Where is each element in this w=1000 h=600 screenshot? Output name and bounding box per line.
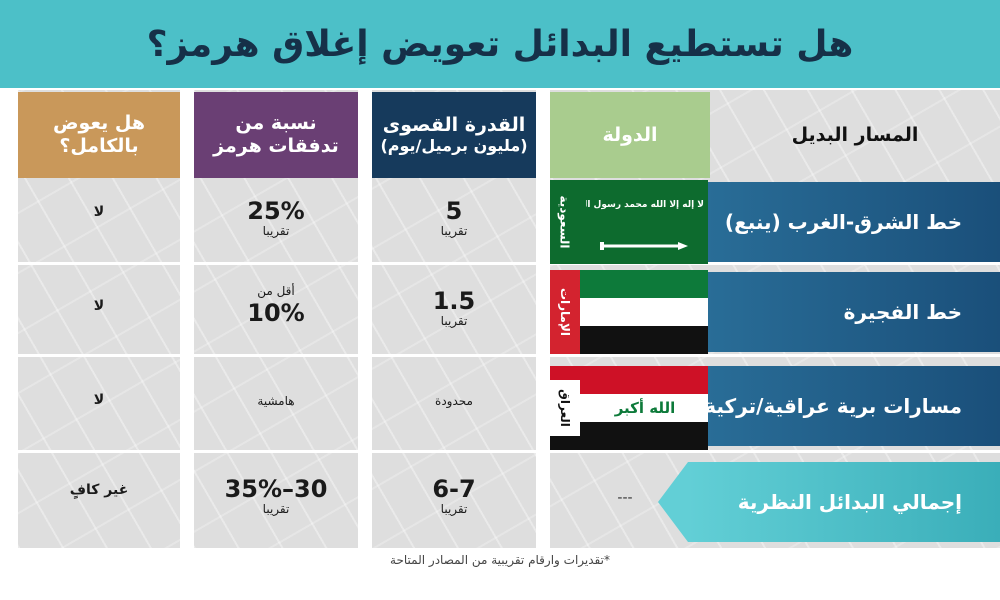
route-label: خط الشرق-الغرب (ينبع) (724, 210, 962, 234)
uae-flag-black (580, 326, 708, 354)
capacity-value: 6-7 (432, 475, 476, 503)
saudi-emblem-icon (600, 242, 688, 250)
header-share-line1: نسبة من (235, 112, 317, 135)
capacity-value: 1.5 (432, 287, 476, 315)
row-divider (18, 354, 1000, 357)
uae-flag: الإمارات (550, 270, 708, 354)
capacity-note: تقريبا (440, 224, 468, 239)
share-cell: أقل من 10% (194, 284, 358, 326)
header-capacity-line1: القدرة القصوى (382, 113, 526, 136)
footnote: *تقديرات وارقام تقريبية من المصادر المتا… (390, 553, 610, 567)
row-divider (18, 450, 1000, 453)
capacity-note: تقريبا (440, 502, 468, 517)
header-country-label: الدولة (602, 123, 658, 146)
share-cell: هامشية (194, 394, 358, 410)
country-label-uae: الإمارات (550, 270, 580, 354)
full-comp-value: غير كافٍ (69, 482, 129, 498)
share-value: هامشية (257, 394, 295, 408)
row-divider (18, 262, 1000, 265)
total-country-cell: --- (617, 490, 633, 506)
country-name: العراق (558, 389, 573, 427)
capacity-cell: 5 تقريبا (372, 198, 536, 240)
share-prefix: أقل من (257, 284, 295, 298)
share-cell: 30–35% تقريبا (194, 476, 358, 518)
header-country: الدولة (550, 92, 710, 178)
capacity-cell: 6-7 تقريبا (372, 476, 536, 518)
uae-flag-green (580, 270, 708, 298)
capacity-value: 5 (445, 197, 463, 225)
route-label: خط الفجيرة (843, 300, 962, 324)
full-comp-value: لا (93, 204, 105, 220)
full-comp-cell: لا (18, 298, 180, 314)
saudi-flag-text: لا إله إلا الله محمد رسول الله (586, 200, 704, 210)
route-iraq-turkey: مسارات برية عراقية/تركية (658, 366, 1000, 446)
full-comp-cell: لا (18, 392, 180, 408)
header-capacity: القدرة القصوى (مليون برميل/يوم) (372, 92, 536, 178)
uae-flag-white (580, 298, 708, 326)
route-total: إجمالي البدائل النظرية (658, 462, 1000, 542)
full-comp-value: لا (93, 298, 105, 314)
page-title: هل تستطيع البدائل تعويض إغلاق هرمز؟ (0, 0, 1000, 88)
header-capacity-unit: (مليون برميل/يوم) (380, 136, 528, 156)
iraq-flag: العراق الله أكبر (550, 366, 708, 450)
route-arrow (658, 462, 688, 542)
header-route-label: المسار البديل (791, 123, 919, 146)
full-comp-cell: لا (18, 204, 180, 220)
capacity-value: محدودة (435, 394, 473, 408)
share-note: تقريبا (262, 502, 290, 517)
header-share: نسبة من تدفقات هرمز (194, 92, 358, 178)
share-value: 10% (247, 298, 305, 327)
header-share-line2: تدفقات هرمز (213, 135, 339, 157)
country-name: الإمارات (558, 287, 573, 337)
route-label: إجمالي البدائل النظرية (737, 490, 962, 514)
iraq-flag-text: الله أكبر (614, 399, 676, 417)
country-label-iraq: العراق (550, 380, 580, 436)
capacity-cell: 1.5 تقريبا (372, 288, 536, 330)
country-label-saudi: السعودية (550, 180, 580, 264)
full-comp-cell: غير كافٍ (18, 482, 180, 498)
route-label: مسارات برية عراقية/تركية (704, 394, 962, 418)
share-cell: 25% تقريبا (194, 198, 358, 240)
column-divider (180, 90, 194, 548)
header-full-compensation: هل يعوض بالكامل؟ (18, 92, 180, 178)
full-comp-value: لا (93, 392, 105, 408)
share-value: 30–35% (224, 475, 328, 503)
column-divider (536, 90, 550, 548)
column-divider (358, 90, 372, 548)
share-value: 25% (247, 197, 305, 225)
header-route: المسار البديل (710, 92, 1000, 178)
header-full-compensation-line2: بالكامل؟ (59, 135, 139, 157)
capacity-note: تقريبا (440, 314, 468, 329)
header-full-compensation-line1: هل يعوض (52, 112, 146, 135)
route-fujairah: خط الفجيرة (658, 272, 1000, 352)
share-note: تقريبا (262, 224, 290, 239)
capacity-cell: محدودة (372, 394, 536, 410)
saudi-flag: السعودية لا إله إلا الله محمد رسول الله (550, 180, 708, 264)
route-saudi-east-west: خط الشرق-الغرب (ينبع) (658, 182, 1000, 262)
